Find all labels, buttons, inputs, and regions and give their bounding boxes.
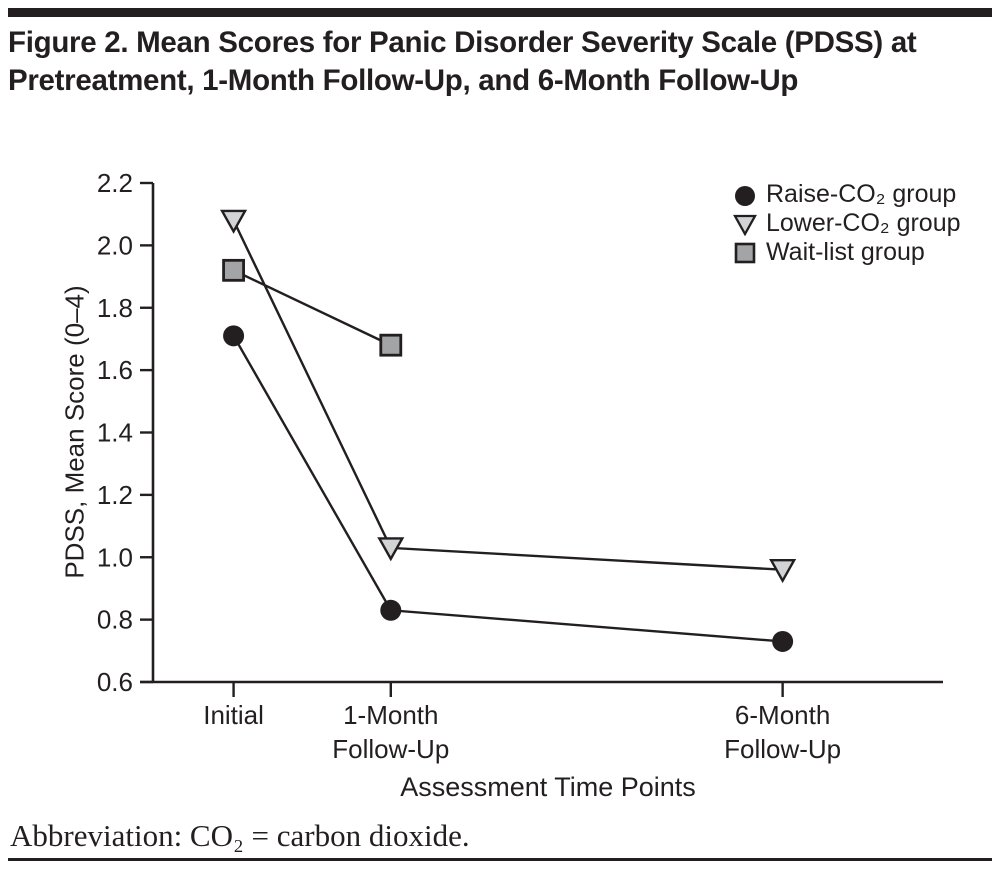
data-point-marker (222, 258, 245, 282)
top-rule (8, 8, 992, 17)
data-point-marker (772, 630, 794, 652)
legend: Raise-CO₂ group Lower-CO₂ group Wait-lis… (733, 180, 961, 267)
square-marker-icon (734, 242, 756, 263)
y-tick-label: 1.4 (97, 418, 133, 448)
legend-item: Wait-list group (733, 238, 961, 267)
data-point-marker (223, 325, 245, 347)
legend-item: Lower-CO₂ group (733, 209, 961, 238)
x-tick-label: 6-Month (735, 700, 830, 730)
x-tick-label: Follow-Up (332, 734, 449, 764)
y-tick-label: 0.6 (97, 667, 133, 697)
circle-marker-icon (735, 185, 755, 206)
data-point-marker (380, 599, 402, 621)
y-tick-label: 1.0 (97, 542, 133, 572)
legend-item: Raise-CO₂ group (733, 180, 961, 209)
legend-label: Lower-CO₂ group (766, 209, 961, 237)
y-tick-label: 0.8 (97, 605, 133, 635)
x-tick-label: Initial (203, 700, 264, 730)
y-tick-label: 1.2 (97, 480, 133, 510)
y-tick-label: 1.6 (97, 355, 133, 385)
x-axis-label: Assessment Time Points (400, 772, 696, 802)
data-point-marker (379, 333, 403, 357)
series-line (233, 269, 392, 347)
bottom-rule (8, 858, 992, 861)
legend-label: Raise-CO₂ group (766, 180, 957, 208)
y-tick-label: 2.0 (97, 230, 133, 260)
abbreviation-note: Abbreviation: CO₂ = carbon dioxide. (10, 818, 470, 853)
x-tick-label: 1-Month (343, 700, 438, 730)
y-tick-label: 1.8 (97, 293, 133, 323)
data-point-marker (220, 209, 248, 234)
legend-label: Wait-list group (766, 238, 925, 266)
x-tick-label: Follow-Up (724, 734, 841, 764)
triangle-down-marker-icon (733, 214, 757, 236)
y-axis-label: PDSS, Mean Score (0–4) (59, 285, 90, 579)
figure-title: Figure 2. Mean Scores for Panic Disorder… (8, 26, 917, 97)
data-point-marker (769, 559, 797, 584)
series-line (232, 335, 783, 643)
series-line (232, 219, 783, 571)
y-tick-label: 2.2 (97, 168, 133, 198)
data-point-marker (377, 537, 405, 562)
